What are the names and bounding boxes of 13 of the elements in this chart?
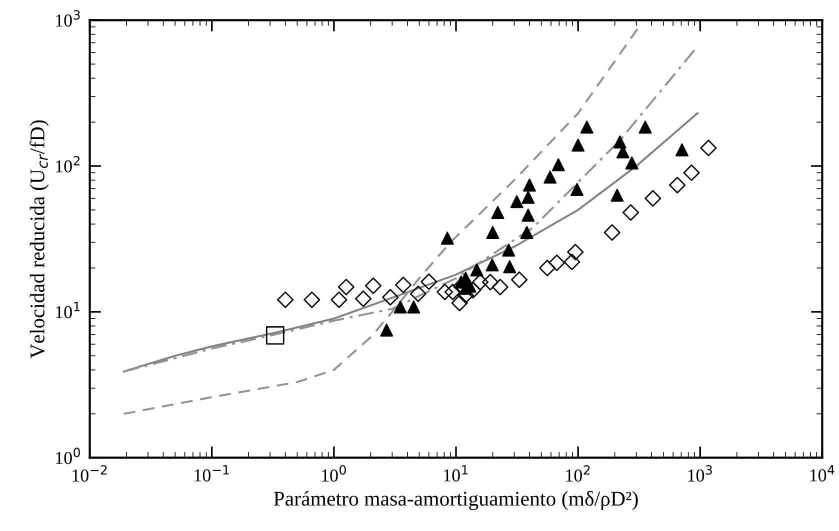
y-tick-label: 10$^{3}$ — [56, 10, 80, 27]
x-tick-label: 10$^{4}$ — [810, 465, 834, 482]
x-tick-label: 10$^{1}$ — [444, 465, 468, 482]
x-tick-label: 10$^{−1}$ — [194, 465, 229, 482]
y-tick-label: 10$^{2}$ — [56, 156, 80, 172]
x-axis-title: Parámetro masa-amortiguamiento (mδ/ρD²) — [274, 491, 638, 510]
x-tick-label: 10$^{3}$ — [688, 465, 712, 482]
y-tick-label: 10$^{1}$ — [56, 302, 80, 318]
x-tick-label: 10$^{2}$ — [566, 465, 590, 482]
x-tick-label: 10$^{−2}$ — [72, 465, 107, 482]
y-axis-title: Velocidad reducida (U$_{cr}$/fD) — [30, 120, 49, 358]
x-tick-label: 10$^{0}$ — [322, 465, 346, 482]
y-tick-label: 10$^{0}$ — [56, 448, 80, 464]
